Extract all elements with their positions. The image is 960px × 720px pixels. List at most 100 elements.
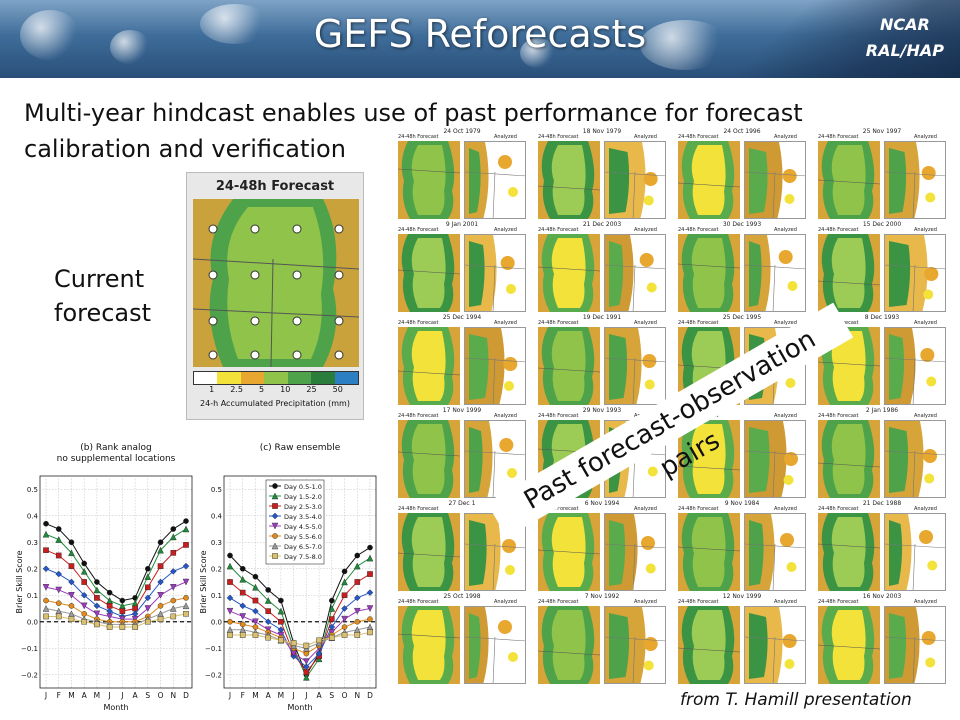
data-point: [132, 605, 138, 612]
data-point: [277, 607, 285, 615]
y-tick-label: −0.2: [21, 671, 38, 679]
data-point: [303, 642, 310, 649]
data-point: [182, 525, 190, 533]
data-point: [353, 562, 361, 570]
y-tick-label: −0.2: [205, 671, 222, 679]
data-point: [157, 563, 164, 569]
data-point: [183, 610, 189, 617]
forecast-map-graphic: [193, 199, 359, 367]
analog-forecast-label: 24-48h Forecast: [678, 227, 719, 233]
analog-analyzed-label: Analyzed: [494, 599, 517, 605]
data-point: [239, 589, 246, 596]
data-point: [354, 632, 361, 638]
data-point: [271, 522, 279, 530]
legend-entry: Day 7.5-8.0: [284, 553, 322, 561]
station-points: [208, 224, 344, 360]
series-line: [45, 605, 187, 625]
org-line-2: RAL/HAP: [865, 41, 944, 60]
colorbar-swatch: [194, 372, 218, 384]
analog-pair: 24 Oct 1979 24-48h Forecast Analyzed: [394, 128, 530, 220]
analog-analyzed-label: Analyzed: [914, 227, 937, 233]
analog-forecast-label: 24-48h Forecast: [538, 413, 579, 419]
data-point: [252, 618, 259, 626]
x-tick-label: M: [252, 691, 258, 700]
data-point: [80, 602, 88, 610]
analog-pair: 9 Jan 2001 24-48h Forecast Analyzed: [394, 221, 530, 313]
state-borders: [193, 258, 359, 367]
data-point: [329, 634, 335, 641]
analog-pair: 6 Nov 1994 24-48h Forecast Analyzed: [534, 500, 670, 592]
analog-forecast-graphic: [538, 513, 600, 591]
analog-analyzed-panel: [884, 327, 946, 405]
data-point: [119, 624, 126, 630]
analog-pair: 12 Nov 1999 24-48h Forecast Analyzed: [674, 593, 810, 685]
analog-date: 30 Dec 1993: [722, 221, 762, 228]
data-point: [341, 592, 348, 599]
x-tick-label: M: [68, 691, 74, 700]
analog-forecast-panel: [398, 420, 460, 498]
analog-forecast-label: 24-48h Forecast: [538, 320, 579, 326]
analog-forecast-label: 24-48h Forecast: [818, 506, 859, 512]
legend-entry: Day 0.5-1.0: [284, 483, 322, 491]
analog-date: 16 Nov 2003: [862, 593, 902, 600]
credit-text: from T. Hamill presentation: [680, 690, 912, 710]
data-point: [366, 589, 374, 596]
org-line-1: NCAR: [879, 15, 930, 34]
x-tick-label: D: [367, 691, 373, 700]
analog-analyzed-panel: [604, 141, 666, 219]
x-tick-label: A: [317, 691, 323, 700]
analog-date: 25 Nov 1997: [862, 128, 902, 135]
data-point: [354, 552, 361, 559]
x-tick-label: D: [183, 691, 189, 700]
analog-analyzed-panel: [744, 420, 806, 498]
analog-date: 17 Nov 1999: [442, 407, 482, 414]
analog-analyzed-panel: [884, 513, 946, 591]
analog-forecast-graphic: [818, 606, 880, 684]
data-point: [93, 610, 101, 618]
analog-pair: 17 Nov 1999 24-48h Forecast Analyzed: [394, 407, 530, 499]
data-point: [227, 552, 233, 559]
data-point: [252, 624, 259, 630]
data-point: [329, 616, 335, 622]
analog-analyzed-graphic: [465, 514, 525, 590]
y-tick-label: 0.0: [211, 618, 222, 626]
series-3: [226, 589, 374, 671]
y-axis-label: Brier Skill Score: [199, 550, 208, 613]
analog-analyzed-panel: [884, 420, 946, 498]
analog-forecast-label: 24-48h Forecast: [398, 320, 439, 326]
data-point: [183, 542, 189, 548]
data-point: [278, 637, 284, 644]
data-point: [144, 573, 152, 580]
data-point: [226, 562, 234, 570]
analog-forecast-graphic: [678, 606, 740, 684]
analog-forecast-label: 24-48h Forecast: [398, 599, 439, 605]
analog-analyzed-graphic: [885, 142, 945, 218]
analog-date: 9 Nov 1984: [724, 500, 760, 507]
analog-date: 2 Jan 1986: [865, 407, 899, 414]
x-tick-label: J: [292, 691, 295, 700]
colorbar-label: 1: [209, 385, 215, 394]
analog-analyzed-graphic: [605, 607, 665, 683]
x-tick-label: J: [304, 691, 307, 700]
legend-entry: Day 5.5-6.0: [284, 533, 322, 541]
analog-analyzed-graphic: [745, 514, 805, 590]
data-point: [265, 587, 271, 593]
analog-date: 25 Dec 1995: [722, 314, 762, 321]
analog-analyzed-graphic: [465, 607, 525, 683]
analog-forecast-graphic: [678, 513, 740, 591]
analog-forecast-label: 24-48h Forecast: [818, 413, 859, 419]
current-forecast-label: Current forecast: [54, 262, 151, 330]
analog-forecast-panel: [678, 513, 740, 591]
analog-analyzed-panel: [464, 606, 526, 684]
analog-forecast-label: 24-48h Forecast: [678, 320, 719, 326]
analog-analyzed-graphic: [885, 421, 945, 497]
y-tick-label: −0.1: [205, 645, 222, 653]
data-point: [367, 544, 373, 551]
data-point: [341, 624, 348, 630]
data-point: [94, 579, 100, 585]
analog-pair: 21 Dec 1988 24-48h Forecast Analyzed: [814, 500, 950, 592]
data-point: [264, 618, 272, 626]
analog-forecast-label: 24-48h Forecast: [538, 134, 579, 140]
data-point: [353, 594, 361, 602]
